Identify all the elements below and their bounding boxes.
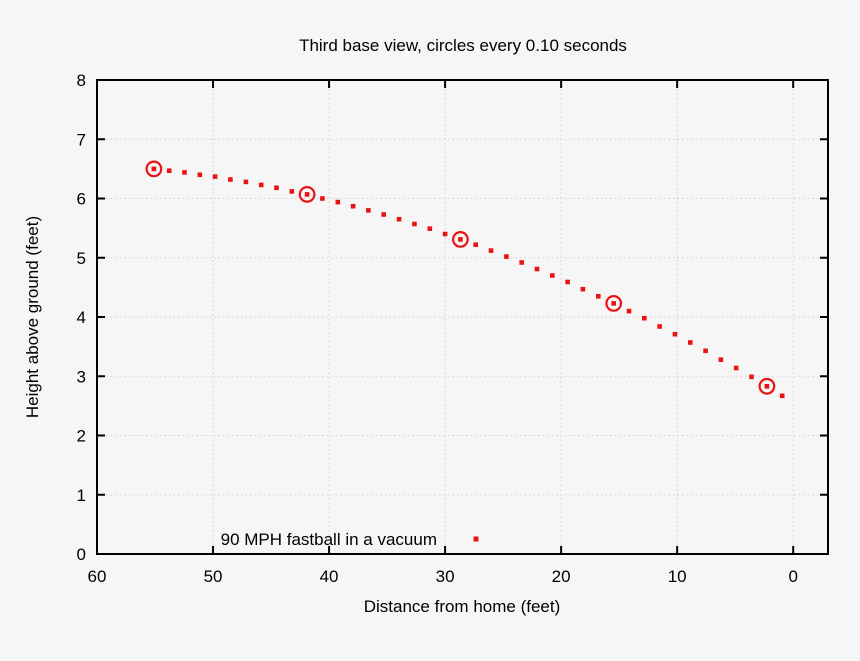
series-layer: [145, 160, 785, 542]
data-point: [534, 266, 540, 272]
y-tick-label: 7: [77, 130, 86, 149]
y-axis-label: Height above ground (feet): [23, 216, 42, 418]
y-tick-label: 2: [77, 427, 86, 446]
data-point: [335, 199, 341, 205]
data-point: [733, 365, 739, 371]
plot-border: [96, 79, 829, 555]
data-point: [442, 231, 448, 237]
data-point: [504, 254, 509, 259]
y-tick-label: 1: [77, 486, 86, 505]
data-point: [458, 237, 463, 242]
y-tick-label: 0: [77, 545, 86, 564]
x-tick-label: 0: [788, 567, 797, 586]
time-circle-marker: [298, 185, 316, 203]
data-point: [580, 286, 586, 292]
data-point: [427, 226, 433, 231]
data-point: [289, 189, 295, 194]
data-point: [703, 348, 708, 354]
axes-layer: 60 50 40 30 20 10 0 0 1 2 3 4 5 6 7 8: [77, 71, 828, 586]
x-tick-label: 50: [204, 567, 223, 586]
data-point: [243, 179, 249, 185]
data-point: [473, 242, 478, 247]
data-point: [304, 192, 310, 197]
data-point: [166, 168, 172, 173]
data-point: [350, 203, 356, 209]
data-point: [642, 315, 647, 321]
data-point: [565, 279, 570, 285]
x-tick-label: 60: [88, 567, 107, 586]
data-point: [366, 208, 371, 213]
y-tick-label: 8: [77, 71, 86, 90]
legend-marker: [473, 536, 479, 542]
data-point: [550, 273, 555, 278]
data-point: [688, 340, 693, 345]
time-circle-marker: [758, 377, 776, 395]
data-point: [596, 294, 601, 299]
data-point: [258, 182, 264, 188]
data-point: [657, 324, 662, 329]
y-tick-label: 5: [77, 249, 86, 268]
y-tick-label: 6: [77, 190, 86, 209]
legend-label: 90 MPH fastball in a vacuum: [221, 530, 437, 549]
data-point: [197, 172, 203, 178]
data-point: [396, 216, 402, 222]
data-point: [779, 393, 785, 399]
x-tick-label: 20: [552, 567, 571, 586]
data-point: [718, 357, 724, 362]
data-point: [320, 196, 325, 201]
x-tick-label: 40: [320, 567, 339, 586]
data-point: [228, 177, 233, 182]
data-point: [749, 374, 754, 380]
data-point: [764, 384, 770, 389]
x-axis-label: Distance from home (feet): [364, 597, 561, 616]
data-point: [212, 174, 218, 179]
time-circle-marker: [145, 160, 163, 178]
y-tick-label: 3: [77, 367, 86, 386]
data-point: [151, 166, 157, 172]
x-tick-label: 30: [436, 567, 455, 586]
data-point: [672, 331, 678, 337]
data-point: [381, 212, 386, 217]
time-circle-marker: [605, 295, 623, 312]
data-point: [182, 170, 187, 175]
data-point: [519, 260, 524, 265]
data-point: [412, 221, 417, 227]
x-tick-label: 10: [668, 567, 687, 586]
y-tick-label: 4: [77, 308, 86, 327]
chart-title: Third base view, circles every 0.10 seco…: [299, 36, 627, 55]
data-point: [626, 308, 632, 314]
data-point: [274, 185, 279, 191]
data-point: [488, 248, 494, 253]
data-point: [611, 301, 616, 306]
time-circle-marker: [452, 230, 469, 248]
